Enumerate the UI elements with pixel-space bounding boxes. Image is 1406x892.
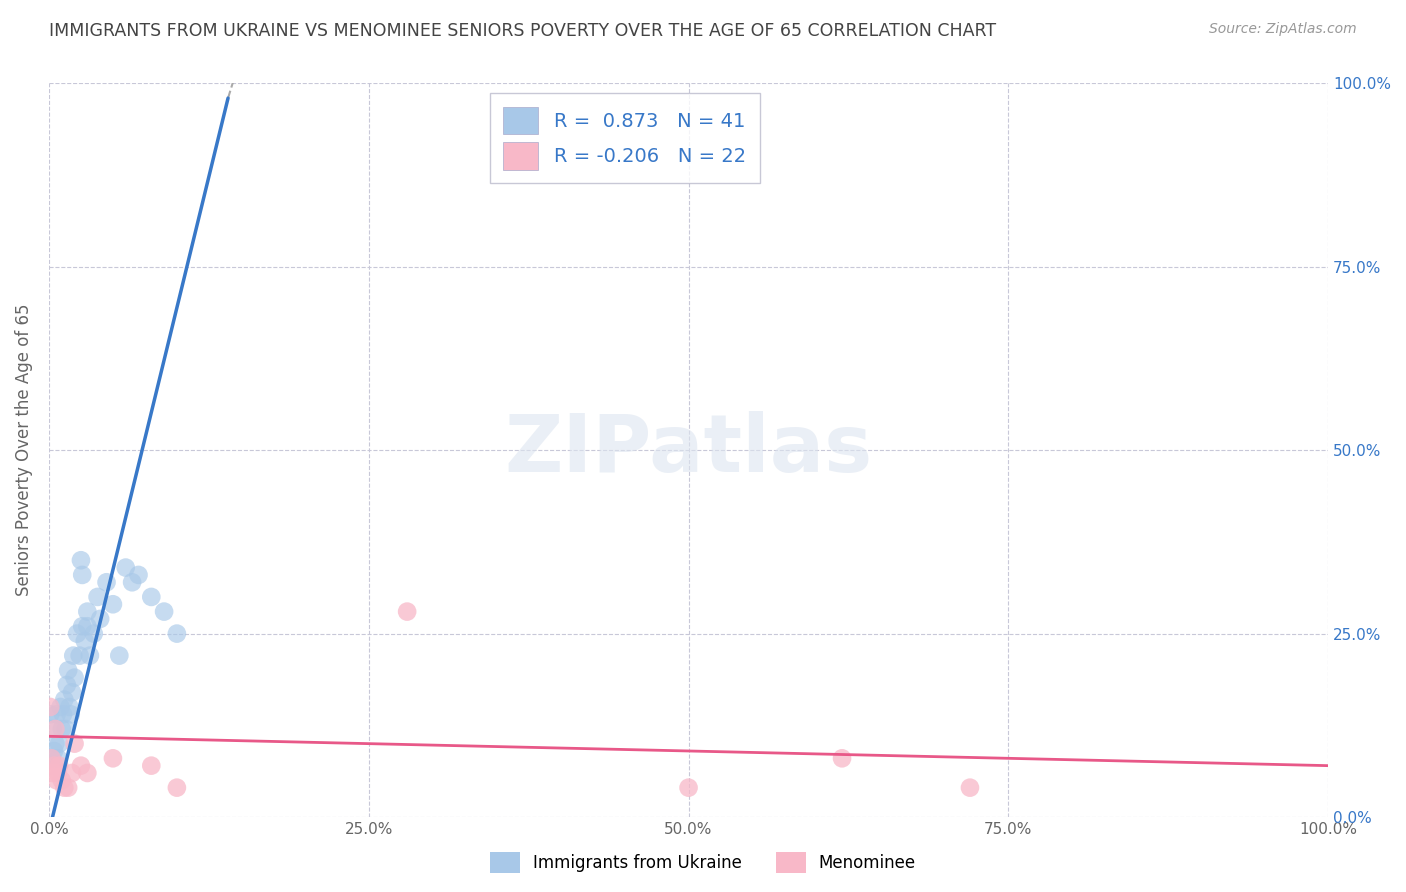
Point bbox=[42, 744, 65, 758]
Point bbox=[66, 626, 89, 640]
Point bbox=[76, 619, 98, 633]
Legend: Immigrants from Ukraine, Menominee: Immigrants from Ukraine, Menominee bbox=[484, 846, 922, 880]
Text: Source: ZipAtlas.com: Source: ZipAtlas.com bbox=[1209, 22, 1357, 37]
Point bbox=[58, 700, 80, 714]
Point bbox=[101, 751, 124, 765]
Point bbox=[45, 773, 67, 788]
Point bbox=[79, 648, 101, 663]
Point bbox=[141, 590, 163, 604]
Point bbox=[83, 626, 105, 640]
Point bbox=[70, 619, 93, 633]
Point bbox=[56, 780, 79, 795]
Point bbox=[70, 553, 93, 567]
Point bbox=[62, 648, 84, 663]
Legend: R =  0.873   N = 41, R = -0.206   N = 22: R = 0.873 N = 41, R = -0.206 N = 22 bbox=[489, 93, 759, 183]
Point bbox=[55, 722, 77, 736]
Point bbox=[121, 575, 143, 590]
Point bbox=[48, 758, 70, 772]
Point bbox=[46, 751, 69, 765]
Point bbox=[128, 568, 150, 582]
Point bbox=[69, 648, 91, 663]
Point bbox=[166, 626, 188, 640]
Point bbox=[46, 766, 69, 780]
Point bbox=[396, 605, 419, 619]
Point bbox=[89, 612, 111, 626]
Point bbox=[76, 605, 98, 619]
Point bbox=[959, 780, 981, 795]
Point bbox=[59, 707, 82, 722]
Text: IMMIGRANTS FROM UKRAINE VS MENOMINEE SENIORS POVERTY OVER THE AGE OF 65 CORRELAT: IMMIGRANTS FROM UKRAINE VS MENOMINEE SEN… bbox=[49, 22, 997, 40]
Point bbox=[41, 751, 63, 765]
Point bbox=[831, 751, 853, 765]
Point bbox=[141, 758, 163, 772]
Y-axis label: Seniors Poverty Over the Age of 65: Seniors Poverty Over the Age of 65 bbox=[15, 304, 32, 597]
Point bbox=[76, 766, 98, 780]
Point bbox=[39, 707, 62, 722]
Point bbox=[44, 737, 66, 751]
Point bbox=[70, 568, 93, 582]
Point bbox=[166, 780, 188, 795]
Point bbox=[41, 751, 63, 765]
Point bbox=[44, 722, 66, 736]
Point bbox=[70, 758, 93, 772]
Point bbox=[52, 707, 75, 722]
Point bbox=[42, 766, 65, 780]
Point bbox=[56, 663, 79, 677]
Point bbox=[63, 671, 86, 685]
Point bbox=[96, 575, 118, 590]
Point bbox=[678, 780, 700, 795]
Point bbox=[153, 605, 176, 619]
Point bbox=[56, 678, 79, 692]
Point bbox=[53, 780, 76, 795]
Point bbox=[49, 700, 72, 714]
Point bbox=[45, 707, 67, 722]
Point bbox=[53, 692, 76, 706]
Point bbox=[73, 634, 96, 648]
Point bbox=[51, 722, 73, 736]
Point bbox=[86, 590, 108, 604]
Text: ZIPatlas: ZIPatlas bbox=[505, 411, 873, 489]
Point bbox=[39, 700, 62, 714]
Point bbox=[108, 648, 131, 663]
Point bbox=[114, 560, 136, 574]
Point bbox=[63, 737, 86, 751]
Point bbox=[42, 722, 65, 736]
Point bbox=[60, 685, 83, 699]
Point bbox=[101, 597, 124, 611]
Point bbox=[51, 773, 73, 788]
Point bbox=[48, 737, 70, 751]
Point bbox=[42, 758, 65, 772]
Point bbox=[60, 766, 83, 780]
